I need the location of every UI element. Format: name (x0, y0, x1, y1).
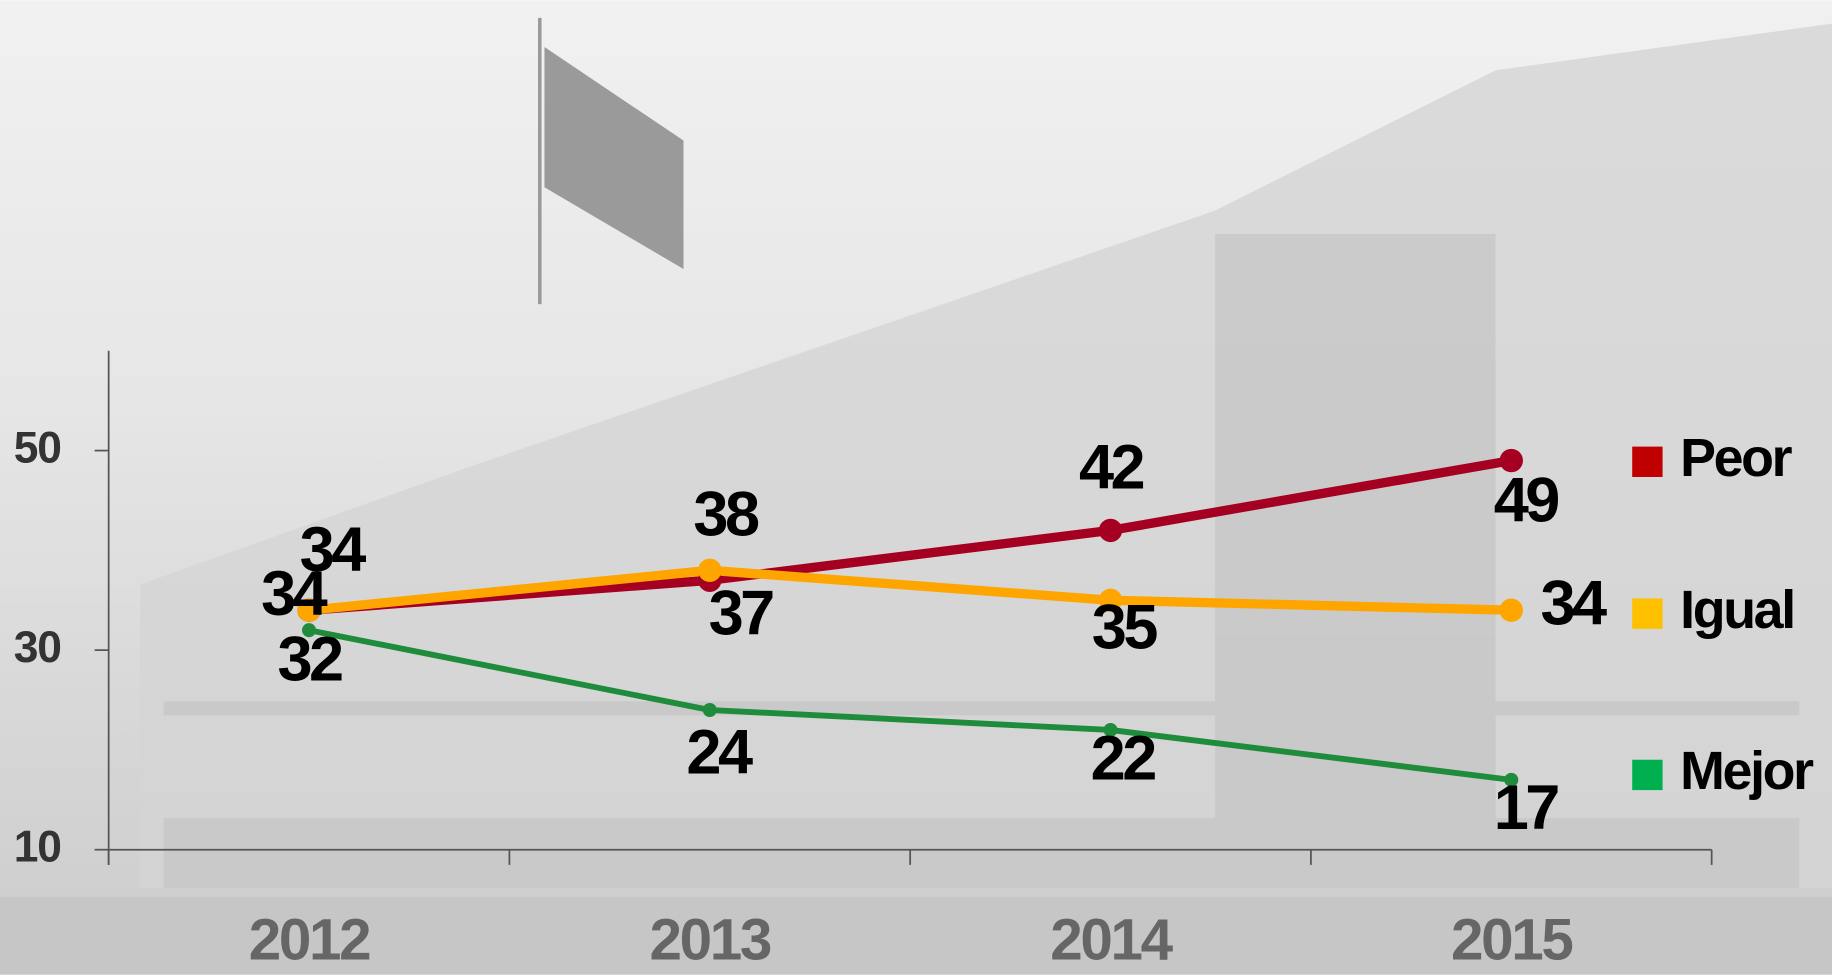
page: 10 30 50 2012 2013 2014 2015 34 37 42 49 Peor 34 38 35… (0, 0, 1832, 975)
data-label: 37 (709, 578, 774, 648)
x-tick-label: 2013 (649, 908, 770, 973)
y-tick-label: 50 (14, 423, 61, 472)
legend-swatch (1632, 447, 1662, 477)
data-label: 22 (1091, 723, 1156, 793)
y-tick-label: 10 (14, 822, 61, 871)
marker (703, 703, 717, 717)
data-label: 42 (1079, 433, 1144, 503)
x-tick-label: 2012 (249, 908, 370, 973)
data-label: 34 (1540, 569, 1607, 639)
data-label: 35 (1092, 592, 1158, 662)
legend-swatch (1632, 760, 1662, 790)
legend-label: Peor (1680, 428, 1793, 488)
x-tick-label: 2015 (1451, 908, 1572, 973)
data-label: 17 (1494, 773, 1559, 843)
legend-label: Mejor (1680, 741, 1814, 801)
data-label: 32 (277, 625, 342, 695)
legend-swatch (1632, 598, 1662, 628)
x-tick-label: 2014 (1050, 908, 1173, 973)
data-label: 49 (1494, 466, 1559, 536)
data-label: 24 (686, 717, 753, 787)
chart: 10 30 50 2012 2013 2014 2015 34 37 42 49 Peor 34 38 35… (0, 0, 1832, 975)
data-label: 38 (693, 480, 759, 550)
marker (1500, 599, 1523, 622)
y-tick-label: 30 (14, 623, 61, 672)
marker (1099, 519, 1122, 542)
data-label: 34 (300, 515, 367, 585)
legend-label: Igual (1680, 580, 1794, 640)
